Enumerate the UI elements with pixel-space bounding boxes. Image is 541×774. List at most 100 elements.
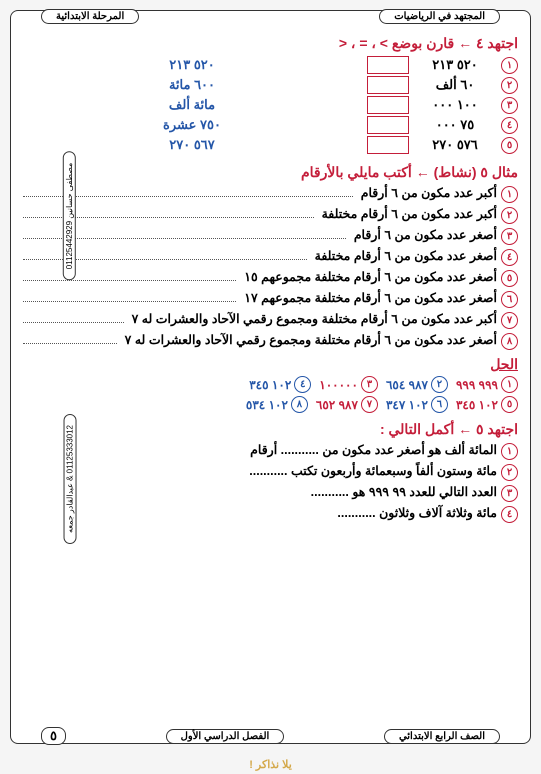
item-number: ٣ — [501, 228, 518, 245]
item-text: أصغر عدد مكون من ٦ أرقام مختلفة مجموعهم … — [244, 269, 497, 284]
item-number: ٢ — [501, 464, 518, 481]
solution-item: ٧ ٩٨٧ ٦٥٢ — [316, 396, 378, 413]
right-number: ٥٢٠ ٢١٣ — [415, 57, 495, 73]
item-text: المائة ألف هو أصغر عدد مكون من .........… — [250, 442, 497, 457]
compare-box[interactable] — [367, 96, 409, 114]
solution-item: ٦ ١٠٢ ٣٤٧ — [386, 396, 448, 413]
item-number: ٣ — [361, 376, 378, 393]
compare-box[interactable] — [367, 76, 409, 94]
item-number: ٨ — [501, 333, 518, 350]
left-number: ٧٥٠ عشرة — [23, 117, 361, 133]
example-line: ٣ أصغر عدد مكون من ٦ أرقام — [23, 227, 518, 245]
answer-blank[interactable] — [23, 271, 236, 281]
left-number: ٥٦٧ ٢٧٠ — [23, 137, 361, 153]
header-tabs: المجتهد في الرياضيات المرحلة الابتدائية — [11, 9, 530, 24]
example-line: ٥ أصغر عدد مكون من ٦ أرقام مختلفة مجموعه… — [23, 269, 518, 287]
item-number: ١ — [501, 57, 518, 74]
item-text: أصغر عدد مكون من ٦ أرقام — [354, 227, 497, 242]
item-number: ٢ — [431, 376, 448, 393]
right-number: ٥٧٦ ٢٧٠ — [415, 137, 495, 153]
item-number: ٢ — [501, 77, 518, 94]
solution-value: ١٠٢ ٥٣٤ — [246, 398, 288, 412]
answer-blank[interactable] — [23, 334, 117, 344]
solution-value: ١٠٢ ٣٤٥ — [249, 378, 291, 392]
example-list: ١ أكبر عدد مكون من ٦ أرقام ٢ أكبر عدد مك… — [23, 185, 518, 350]
item-number: ٦ — [501, 291, 518, 308]
solution-item: ٥ ١٠٢ ٣٤٥ — [456, 396, 518, 413]
compare-box[interactable] — [367, 116, 409, 134]
item-number: ٣ — [501, 97, 518, 114]
header-right: المجتهد في الرياضيات — [379, 9, 500, 24]
compare-row: ١ ٥٢٠ ٢١٣ ٥٢٠ ٢١٣ — [23, 56, 518, 74]
section3-title: اجتهد ٥ ← أكمل التالي : — [23, 421, 518, 438]
item-text: العدد التالي للعدد ٩٩ ٩٩٩ هو ........... — [311, 484, 497, 499]
item-number: ٨ — [291, 396, 308, 413]
example-line: ٦ أصغر عدد مكون من ٦ أرقام مختلفة مجموعه… — [23, 290, 518, 308]
footer-mid: الفصل الدراسي الأول — [166, 729, 285, 744]
left-number: ٥٢٠ ٢١٣ — [23, 57, 361, 73]
item-number: ٤ — [501, 117, 518, 134]
fill-line: ٤ مائة وثلاثة آلاف وثلاثون ........... — [23, 505, 518, 523]
compare-row: ٥ ٥٧٦ ٢٧٠ ٥٦٧ ٢٧٠ — [23, 136, 518, 154]
item-number: ٤ — [501, 506, 518, 523]
example-line: ٢ أكبر عدد مكون من ٦ أرقام مختلفة — [23, 206, 518, 224]
solution-item: ١ ٩٩٩ ٩٩٩ — [456, 376, 518, 393]
footer-tabs: الصف الرابع الابتدائي الفصل الدراسي الأو… — [11, 727, 530, 745]
worksheet-page: المجتهد في الرياضيات المرحلة الابتدائية … — [10, 10, 531, 744]
solution-value: ٩٩٩ ٩٩٩ — [456, 378, 498, 392]
fill-line: ٢ مائة وستون ألفاً وسبعمائة وأربعون تكتب… — [23, 463, 518, 481]
compare-row: ٤ ٧٥ ٠٠٠ ٧٥٠ عشرة — [23, 116, 518, 134]
item-text: مائة وستون ألفاً وسبعمائة وأربعون تكتب .… — [249, 463, 497, 478]
item-number: ٤ — [501, 249, 518, 266]
compare-box[interactable] — [367, 56, 409, 74]
item-text: أكبر عدد مكون من ٦ أرقام — [361, 185, 497, 200]
example-line: ١ أكبر عدد مكون من ٦ أرقام — [23, 185, 518, 203]
answer-blank[interactable] — [23, 292, 236, 302]
item-text: أكبر عدد مكون من ٦ أرقام مختلفة — [322, 206, 497, 221]
example-line: ٤ أصغر عدد مكون من ٦ أرقام مختلفة — [23, 248, 518, 266]
content: اجتهد ٤ ← قارن بوضع > ، = ، < ١ ٥٢٠ ٢١٣ … — [23, 35, 518, 523]
footer-right: الصف الرابع الابتدائي — [384, 729, 500, 744]
side-author-lower: 01125333012 & عبدالقادر جمعه — [64, 414, 77, 544]
item-number: ٣ — [501, 485, 518, 502]
item-number: ٦ — [431, 396, 448, 413]
compare-table: ١ ٥٢٠ ٢١٣ ٥٢٠ ٢١٣ ٢ ٦٠ ألف ٦٠٠ مائة ٣ ١٠… — [23, 56, 518, 154]
left-number: مائة ألف — [23, 97, 361, 113]
fill-line: ١ المائة ألف هو أصغر عدد مكون من .......… — [23, 442, 518, 460]
solution-item: ٤ ١٠٢ ٣٤٥ — [249, 376, 311, 393]
item-number: ٥ — [501, 137, 518, 154]
section2-title: مثال ٥ (نشاط) ← أكتب مايلي بالأرقام — [23, 164, 518, 181]
right-number: ١٠٠ ٠٠٠ — [415, 97, 495, 113]
answer-blank[interactable] — [23, 313, 124, 323]
item-text: أصغر عدد مكون من ٦ أرقام مختلفة ومجموع ر… — [125, 332, 497, 347]
solution-value: ١٠٢ ٣٤٧ — [386, 398, 428, 412]
example-line: ٧ أكبر عدد مكون من ٦ أرقام مختلفة ومجموع… — [23, 311, 518, 329]
item-text: أكبر عدد مكون من ٦ أرقام مختلفة ومجموع ر… — [132, 311, 497, 326]
item-number: ٥ — [501, 396, 518, 413]
item-number: ٧ — [361, 396, 378, 413]
fill-list: ١ المائة ألف هو أصغر عدد مكون من .......… — [23, 442, 518, 523]
compare-row: ٣ ١٠٠ ٠٠٠ مائة ألف — [23, 96, 518, 114]
compare-box[interactable] — [367, 136, 409, 154]
solution-item: ٢ ٩٨٧ ٦٥٤ — [386, 376, 448, 393]
header-left: المرحلة الابتدائية — [41, 9, 139, 24]
item-number: ١ — [501, 186, 518, 203]
right-number: ٦٠ ألف — [415, 77, 495, 93]
item-number: ٧ — [501, 312, 518, 329]
item-text: أصغر عدد مكون من ٦ أرقام مختلفة — [315, 248, 497, 263]
left-number: ٦٠٠ مائة — [23, 77, 361, 93]
item-number: ٤ — [294, 376, 311, 393]
item-number: ٥ — [501, 270, 518, 287]
solution-row: ٥ ١٠٢ ٣٤٥ ٦ ١٠٢ ٣٤٧ ٧ ٩٨٧ ٦٥٢ ٨ ١٠٢ ٥٣٤ — [23, 396, 518, 413]
section1-title: اجتهد ٤ ← قارن بوضع > ، = ، < — [23, 35, 518, 52]
item-number: ١ — [501, 376, 518, 393]
solution-title: الحل — [23, 356, 518, 373]
solution-value: ٩٨٧ ٦٥٤ — [386, 378, 428, 392]
solution-item: ٨ ١٠٢ ٥٣٤ — [246, 396, 308, 413]
item-number: ٢ — [501, 207, 518, 224]
solution-value: ١٠٢ ٣٤٥ — [456, 398, 498, 412]
solution-value: ١٠٠٠٠٠ — [319, 378, 358, 392]
item-number: ١ — [501, 443, 518, 460]
fill-line: ٣ العدد التالي للعدد ٩٩ ٩٩٩ هو .........… — [23, 484, 518, 502]
solution-item: ٣ ١٠٠٠٠٠ — [319, 376, 378, 393]
